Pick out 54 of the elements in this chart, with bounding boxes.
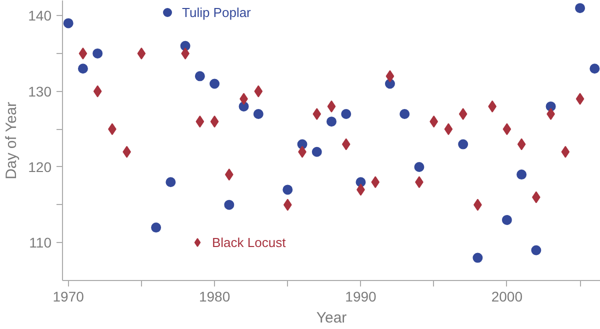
point bbox=[327, 100, 336, 112]
point bbox=[386, 70, 394, 82]
point bbox=[151, 222, 162, 233]
point bbox=[254, 85, 263, 98]
point bbox=[430, 116, 438, 128]
point bbox=[93, 85, 102, 98]
point bbox=[312, 108, 322, 120]
point bbox=[590, 64, 600, 74]
y-tick-label: 110 bbox=[29, 234, 52, 251]
x-tick-label: 2000 bbox=[491, 288, 523, 304]
y-tick-label: 130 bbox=[28, 83, 52, 100]
x-tick-label: 1970 bbox=[52, 288, 84, 304]
point bbox=[78, 47, 88, 60]
point bbox=[517, 138, 526, 150]
point bbox=[575, 3, 586, 14]
point bbox=[561, 146, 570, 158]
point bbox=[371, 176, 380, 188]
point bbox=[312, 146, 322, 157]
point bbox=[342, 138, 350, 150]
point bbox=[458, 108, 468, 120]
point bbox=[472, 252, 483, 263]
point bbox=[224, 168, 234, 181]
y-axis-title: Day of Year bbox=[3, 102, 20, 180]
x-axis-title: Year bbox=[316, 310, 347, 326]
legend-label: Tulip Poplar bbox=[182, 4, 251, 20]
point bbox=[194, 71, 205, 82]
point bbox=[458, 139, 468, 150]
point bbox=[137, 47, 146, 60]
point bbox=[224, 200, 234, 210]
point bbox=[414, 162, 424, 172]
point bbox=[516, 170, 527, 180]
point bbox=[502, 123, 512, 136]
x-tick-label: 1980 bbox=[198, 288, 230, 304]
point bbox=[166, 177, 176, 188]
point bbox=[210, 116, 219, 128]
point bbox=[502, 214, 512, 225]
point bbox=[576, 92, 584, 105]
point bbox=[531, 245, 542, 256]
point bbox=[400, 109, 410, 120]
point bbox=[326, 116, 336, 127]
point bbox=[444, 123, 453, 136]
point bbox=[196, 116, 204, 128]
point bbox=[92, 48, 103, 58]
point bbox=[282, 184, 293, 195]
y-tick-label: 140 bbox=[28, 8, 52, 24]
point bbox=[341, 109, 352, 120]
x-tick-label: 1990 bbox=[345, 288, 377, 304]
point bbox=[283, 198, 292, 211]
point bbox=[253, 109, 264, 120]
point bbox=[63, 18, 74, 28]
point bbox=[210, 78, 220, 89]
point bbox=[78, 64, 88, 74]
legend-label: Black Locust bbox=[212, 234, 286, 250]
y-tick-label: 120 bbox=[28, 158, 52, 175]
